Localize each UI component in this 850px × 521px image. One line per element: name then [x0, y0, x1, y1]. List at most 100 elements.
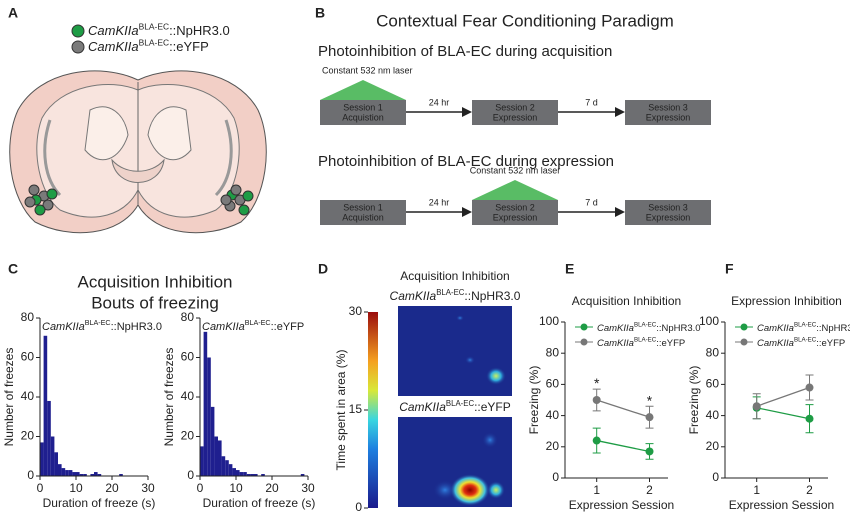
laser-cone: [472, 180, 558, 200]
interval: 7 d: [585, 197, 598, 207]
bar: [94, 472, 98, 476]
superscript: BLA-EC: [85, 319, 111, 327]
interval: 24 hr: [429, 197, 450, 207]
y-tick-label: 0: [552, 470, 559, 484]
session-phase: Expression: [493, 112, 538, 122]
session-name: Session 3: [648, 102, 688, 112]
y-tick-label: 20: [21, 429, 35, 443]
bar: [221, 456, 226, 476]
legend-dot: [580, 338, 588, 346]
colorbar: [368, 312, 378, 508]
arrow-head: [462, 107, 472, 117]
session-phase: Expression: [493, 212, 538, 222]
series-line: [756, 386, 810, 407]
y-tick-label: 80: [181, 310, 195, 324]
bar: [239, 472, 244, 476]
session-box: [625, 100, 711, 125]
gene: CamKIIa: [390, 289, 437, 303]
legend-dot: [740, 338, 748, 346]
suffix: ::NpHR3.0: [464, 289, 520, 303]
y-tick-label: 0: [355, 500, 362, 514]
row-heading: Photoinhibition of BLA-EC during express…: [318, 153, 614, 170]
heatmap-images: [398, 306, 512, 507]
x-tick-label: 30: [301, 481, 315, 495]
label-text: CamKIIaBLA-EC::eYFP: [399, 399, 511, 414]
x-tick-label: 2: [806, 483, 813, 497]
gene: CamKIIa: [757, 323, 794, 334]
gene: CamKIIa: [202, 321, 245, 333]
suffix: ::eYFP: [816, 338, 845, 349]
chart-title: Expression Inhibition: [731, 294, 842, 308]
session-box: [472, 100, 558, 125]
series-line: [596, 399, 650, 418]
suffix: ::eYFP: [271, 321, 305, 333]
superscript: BLA-EC: [634, 336, 657, 343]
y-tick-label: 60: [546, 377, 560, 391]
x-axis-label: Duration of freeze (s): [43, 496, 156, 510]
superscript: BLA-EC: [139, 22, 169, 32]
y-tick-label: 40: [21, 389, 35, 403]
row-heading: Photoinhibition of BLA-EC during acquisi…: [318, 43, 612, 60]
panel-label: B: [315, 5, 325, 21]
bar: [50, 436, 55, 476]
superscript: BLA-EC: [436, 288, 465, 297]
interval: 7 d: [585, 97, 598, 107]
bar: [65, 470, 69, 476]
gene: CamKIIa: [757, 338, 794, 349]
point: [645, 413, 654, 422]
x-tick-label: 20: [265, 481, 279, 495]
arrow-head: [615, 207, 625, 217]
point: [805, 383, 814, 392]
y-axis-label: Number of freezes: [2, 348, 16, 447]
superscript: BLA-EC: [245, 319, 271, 327]
bar: [218, 440, 222, 476]
chart-title: Acquisition Inhibition: [572, 294, 681, 308]
y-tick-label: 20: [706, 439, 720, 453]
x-tick-label: 20: [105, 481, 119, 495]
series-line: [756, 407, 810, 420]
x-tick-label: 30: [141, 481, 155, 495]
y-tick-label: 30: [349, 304, 363, 318]
y-tick-label: 60: [21, 350, 35, 364]
panel-label: C: [8, 261, 18, 277]
panel-title: Acquisition Inhibition: [78, 272, 233, 291]
x-tick-label: 10: [69, 481, 83, 495]
point: [645, 447, 654, 456]
annotation: *: [594, 375, 600, 391]
interval: 24 hr: [429, 97, 450, 107]
x-axis-label: Expression Session: [569, 498, 674, 512]
y-tick-label: 80: [546, 345, 560, 359]
y-tick-label: 40: [181, 389, 195, 403]
bar: [243, 472, 247, 476]
session-box: [320, 200, 406, 225]
bar: [79, 474, 84, 476]
bar: [83, 474, 87, 476]
bar: [76, 472, 80, 476]
laser-label: Constant 532 nm laser: [322, 65, 413, 75]
x-tick-label: 2: [646, 483, 653, 497]
gene: CamKIIa: [88, 39, 139, 54]
session-name: Session 1: [343, 202, 383, 212]
y-tick-label: 60: [181, 350, 195, 364]
diagram-title: Contextual Fear Conditioning Paradigm: [376, 11, 674, 30]
suffix: ::NpHR3.0: [816, 323, 850, 334]
y-axis-label: Freezing (%): [527, 366, 541, 435]
y-tick-label: 80: [706, 345, 720, 359]
label-text: CamKIIaBLA-EC::eYFP: [597, 336, 685, 348]
gene: CamKIIa: [597, 338, 634, 349]
bar: [250, 474, 254, 476]
y-tick-label: 20: [181, 429, 195, 443]
superscript: BLA-EC: [794, 336, 817, 343]
y-tick-label: 0: [187, 468, 194, 482]
gene: CamKIIa: [42, 321, 85, 333]
bar: [261, 474, 265, 476]
label-text: CamKIIaBLA-EC::eYFP: [202, 319, 304, 333]
superscript: BLA-EC: [446, 399, 475, 408]
suffix: ::eYFP: [656, 338, 685, 349]
legend-dot: [580, 323, 588, 331]
bar: [200, 446, 204, 476]
session-phase: Expression: [646, 112, 691, 122]
panel-title: Bouts of freezing: [91, 293, 219, 312]
superscript: BLA-EC: [139, 38, 169, 48]
bar: [203, 331, 208, 476]
